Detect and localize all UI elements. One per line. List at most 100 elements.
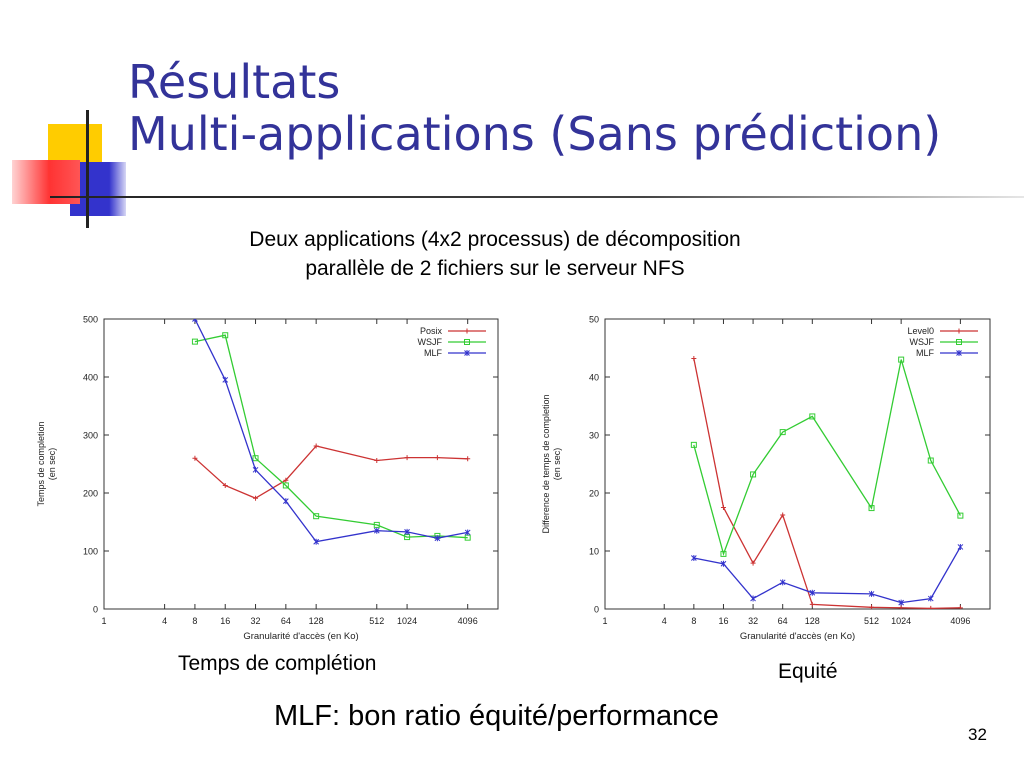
data-point-mlf bbox=[222, 376, 229, 383]
y-tick-label: 0 bbox=[594, 605, 599, 615]
x-tick-label: 1024 bbox=[397, 616, 417, 626]
x-axis-label: Granularité d'accès (en Ko) bbox=[740, 631, 855, 642]
legend-marker-wsjf bbox=[956, 339, 962, 345]
y-axis-label: (en sec) bbox=[552, 448, 562, 481]
y-tick-label: 10 bbox=[589, 547, 599, 557]
y-tick-label: 0 bbox=[93, 605, 98, 615]
x-tick-label: 64 bbox=[281, 616, 291, 626]
completion-time-chart: 0 100 200 300 400 500 1 4 8 16 32 64 128 512 1024 4096 G… bbox=[36, 315, 499, 642]
data-point-mlf bbox=[690, 554, 697, 561]
caption-fairness: Equité bbox=[778, 660, 838, 683]
slide-subtitle: Deux applications (4x2 processus) de déc… bbox=[140, 225, 850, 283]
y-axis-label: Difference de temps de completion bbox=[541, 395, 551, 534]
x-tick-label: 1 bbox=[602, 616, 607, 626]
series-line-mlf bbox=[693, 546, 961, 604]
x-tick-label: 16 bbox=[220, 616, 230, 626]
series-line-wsjf bbox=[693, 359, 961, 557]
slide-title-line2: Multi-applications (Sans prédiction) bbox=[128, 107, 942, 161]
data-point-wsjf bbox=[809, 413, 816, 420]
subtitle-line1: Deux applications (4x2 processus) de déc… bbox=[249, 228, 741, 251]
data-point-mlf bbox=[779, 579, 786, 586]
legend-marker-mlf bbox=[956, 350, 962, 356]
y-tick-label: 50 bbox=[589, 315, 599, 325]
data-point-level0 bbox=[720, 505, 726, 510]
data-point-mlf bbox=[434, 535, 441, 542]
x-tick-label: 512 bbox=[369, 616, 384, 626]
data-point-mlf bbox=[927, 595, 934, 602]
data-point-mlf bbox=[404, 528, 410, 535]
data-point-mlf bbox=[809, 589, 816, 596]
subtitle-line2: parallèle de 2 fichiers sur le serveur N… bbox=[305, 257, 685, 280]
legend-label-wsjf: WSJF bbox=[910, 337, 935, 347]
x-tick-label: 4096 bbox=[458, 616, 478, 626]
x-tick-label: 512 bbox=[864, 616, 879, 626]
y-tick-label: 200 bbox=[83, 489, 98, 499]
y-tick-label: 40 bbox=[589, 373, 599, 383]
data-point-mlf bbox=[464, 529, 471, 536]
x-tick-label: 128 bbox=[805, 616, 820, 626]
data-point-posix bbox=[434, 455, 440, 461]
legend-marker-mlf bbox=[464, 350, 470, 356]
x-tick-label: 1024 bbox=[891, 616, 911, 626]
data-point-wsjf bbox=[222, 332, 229, 339]
plot-area bbox=[191, 319, 471, 545]
data-point-mlf bbox=[720, 560, 727, 567]
data-point-wsjf bbox=[868, 505, 875, 512]
data-point-posix bbox=[192, 455, 198, 461]
y-tick-label: 100 bbox=[83, 547, 98, 557]
data-point-wsjf bbox=[252, 455, 259, 462]
legend-label-mlf: MLF bbox=[916, 348, 935, 358]
data-point-posix bbox=[404, 455, 410, 461]
data-point-wsjf bbox=[927, 457, 934, 464]
data-point-wsjf bbox=[957, 512, 964, 519]
data-point-level0 bbox=[691, 355, 697, 361]
page-number: 32 bbox=[968, 725, 987, 744]
data-point-mlf bbox=[282, 498, 289, 505]
data-point-wsjf bbox=[750, 471, 757, 478]
data-point-mlf bbox=[252, 466, 259, 473]
data-point-level0 bbox=[869, 604, 875, 609]
y-tick-label: 20 bbox=[589, 489, 599, 499]
x-axis-label: Granularité d'accès (en Ko) bbox=[243, 631, 358, 642]
plot-area bbox=[690, 355, 964, 609]
data-point-posix bbox=[465, 456, 471, 462]
data-point-mlf bbox=[868, 590, 875, 597]
x-tick-label: 4096 bbox=[950, 616, 970, 626]
title-underline bbox=[50, 196, 1024, 198]
y-axis-label: (en sec) bbox=[47, 448, 57, 481]
data-point-wsjf bbox=[282, 482, 289, 489]
data-point-wsjf bbox=[690, 441, 697, 448]
fairness-chart-container: 0 10 20 30 40 50 1 4 8 16 32 64 128 512 1024 4096 Granul… bbox=[535, 305, 1015, 650]
x-tick-label: 16 bbox=[718, 616, 728, 626]
decor-vertical-line bbox=[86, 110, 89, 228]
x-tick-label: 1 bbox=[101, 616, 106, 626]
x-tick-label: 8 bbox=[691, 616, 696, 626]
data-point-wsjf bbox=[313, 513, 320, 520]
data-point-wsjf bbox=[373, 521, 380, 528]
x-tick-label: 4 bbox=[662, 616, 667, 626]
data-point-level0 bbox=[928, 605, 934, 609]
data-point-level0 bbox=[750, 560, 756, 566]
data-point-wsjf bbox=[720, 550, 727, 557]
caption-completion-time: Temps de complétion bbox=[178, 652, 377, 675]
completion-time-chart-container: 0 100 200 300 400 500 1 4 8 16 32 64 128 512 1024 4096 G… bbox=[30, 305, 520, 650]
x-tick-label: 64 bbox=[778, 616, 788, 626]
data-point-mlf bbox=[750, 595, 756, 602]
legend-marker-level0 bbox=[956, 328, 962, 334]
data-point-wsjf bbox=[898, 356, 905, 363]
series-line-wsjf bbox=[194, 334, 468, 539]
conclusion-text: MLF: bon ratio équité/performance bbox=[274, 700, 719, 732]
data-point-posix bbox=[283, 477, 289, 483]
data-point-mlf bbox=[898, 599, 905, 606]
plot-frame bbox=[103, 318, 499, 610]
data-point-wsjf bbox=[191, 338, 198, 345]
data-point-mlf bbox=[313, 538, 320, 545]
y-tick-label: 400 bbox=[83, 373, 98, 383]
legend-marker-posix bbox=[464, 328, 470, 334]
legend-label-mlf: MLF bbox=[424, 348, 443, 358]
data-point-posix bbox=[374, 458, 380, 464]
y-tick-label: 500 bbox=[83, 315, 98, 325]
data-point-posix bbox=[253, 495, 259, 501]
data-point-level0 bbox=[780, 512, 786, 518]
